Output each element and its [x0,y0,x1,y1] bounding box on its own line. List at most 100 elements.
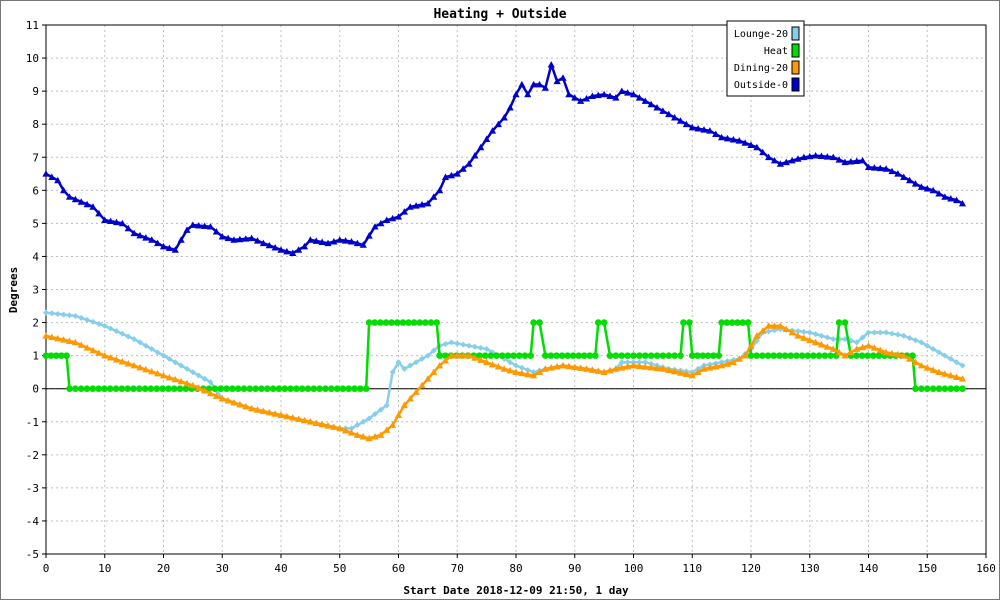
data-point [765,328,772,335]
data-point [911,358,920,366]
data-point [388,319,395,326]
data-point [788,328,796,336]
data-point [524,370,532,378]
data-point [580,352,588,359]
data-point [218,233,226,240]
data-point [618,87,626,95]
data-point [83,385,91,392]
data-point [518,364,525,371]
data-point [586,352,594,359]
data-point [342,426,350,434]
data-point [330,423,338,430]
data-point [712,130,720,137]
data-point [753,352,760,359]
data-point [48,310,55,317]
data-point [206,223,215,230]
data-point [835,319,843,326]
data-point [453,352,461,359]
data-point [841,158,849,166]
data-point [765,153,773,161]
data-point [718,133,726,141]
data-point [253,406,262,413]
data-point [594,367,602,374]
y-tick-label: 6 [32,184,39,197]
data-point [958,199,967,207]
data-point [729,358,737,366]
data-point [189,221,197,228]
data-point [800,334,808,341]
x-tick-label: 150 [917,562,937,575]
data-point [680,319,687,326]
data-point [306,418,314,425]
data-point [853,339,860,346]
data-point [336,424,344,432]
data-point [430,193,438,200]
y-tick-label: 11 [26,19,39,32]
data-point [739,319,747,326]
data-point [354,422,361,429]
data-point [835,156,843,163]
data-point [242,402,250,410]
data-point [433,319,440,326]
data-point [89,203,97,210]
data-point [218,395,226,402]
data-point [723,319,731,326]
data-point [565,362,573,370]
data-point [770,156,779,164]
data-point [889,330,895,337]
data-point [953,196,961,204]
data-point [165,373,173,381]
data-point [184,365,190,372]
data-point [841,352,849,359]
y-tick-label: 3 [32,284,39,297]
x-tick-label: 130 [800,562,820,575]
y-tick-label: -2 [26,449,39,462]
data-point [327,385,335,392]
data-point [818,332,825,339]
data-point [136,231,144,239]
data-point [148,236,156,243]
data-point [259,407,267,415]
data-point [459,165,467,172]
data-point [923,364,931,371]
data-point [466,342,472,349]
data-point [224,234,232,242]
data-point [77,341,85,348]
grid-layer [46,25,986,554]
data-point [694,352,701,359]
data-point [371,433,379,440]
data-point [900,352,908,359]
data-point [141,385,149,392]
data-point [269,385,277,392]
data-point [541,84,549,91]
data-point [795,328,801,335]
legend-label: Lounge-20 [734,29,788,40]
data-point [804,352,812,359]
data-point [295,415,303,422]
data-point [847,158,855,165]
data-point [741,352,749,359]
data-point [183,226,191,233]
data-point [558,352,566,359]
legend-swatch [791,77,800,92]
legend-swatch [791,43,800,58]
data-point [477,143,485,151]
data-point [506,104,514,111]
data-point [659,365,667,372]
data-point [389,369,396,376]
data-point [353,431,361,438]
data-point [513,362,519,369]
legend: Lounge-20 Heat Dining-20 Outside-0 [726,20,805,97]
data-point [535,80,544,88]
y-tick-label: 9 [32,85,39,98]
y-tick-label: -1 [26,416,39,429]
data-point [410,319,418,326]
series-dining-20 [42,322,967,442]
data-point [659,107,667,114]
data-point [206,389,215,397]
data-point [277,246,285,253]
data-point [906,176,914,184]
data-point [588,366,596,373]
